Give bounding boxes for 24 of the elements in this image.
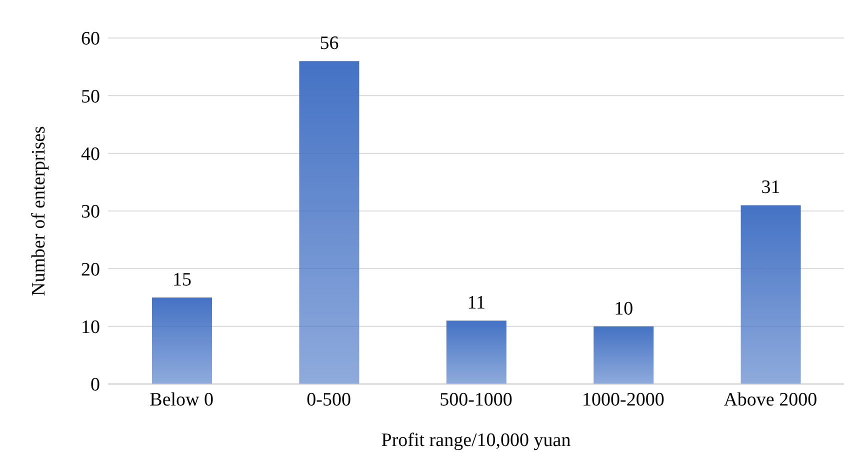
x-tick-label: Below 0 bbox=[150, 389, 214, 410]
data-label: 10 bbox=[614, 298, 634, 320]
data-label: 56 bbox=[320, 33, 339, 54]
y-axis-title: Number of enterprises bbox=[28, 126, 50, 296]
bar bbox=[594, 326, 654, 384]
bar bbox=[446, 320, 506, 384]
y-tick-label: 0 bbox=[90, 374, 100, 396]
bar bbox=[740, 205, 801, 384]
y-tick-label: 50 bbox=[81, 86, 100, 108]
data-label: 15 bbox=[172, 270, 192, 290]
x-axis-title: Profit range/10,000 yuan bbox=[381, 430, 572, 451]
x-tick-label: 0-500 bbox=[306, 389, 351, 410]
bar bbox=[152, 298, 212, 384]
x-tick-label: Above 2000 bbox=[724, 389, 818, 410]
y-tick-label: 20 bbox=[81, 259, 100, 280]
bar bbox=[299, 61, 360, 384]
y-tick-label: 40 bbox=[81, 144, 100, 166]
y-tick-label: 60 bbox=[81, 28, 100, 50]
data-label: 31 bbox=[761, 177, 780, 198]
x-tick-label: 1000-2000 bbox=[582, 389, 664, 410]
y-tick-label: 10 bbox=[81, 317, 100, 338]
y-tick-label: 30 bbox=[81, 202, 100, 223]
data-label: 11 bbox=[467, 292, 486, 314]
x-tick-label: 500-1000 bbox=[440, 389, 512, 410]
